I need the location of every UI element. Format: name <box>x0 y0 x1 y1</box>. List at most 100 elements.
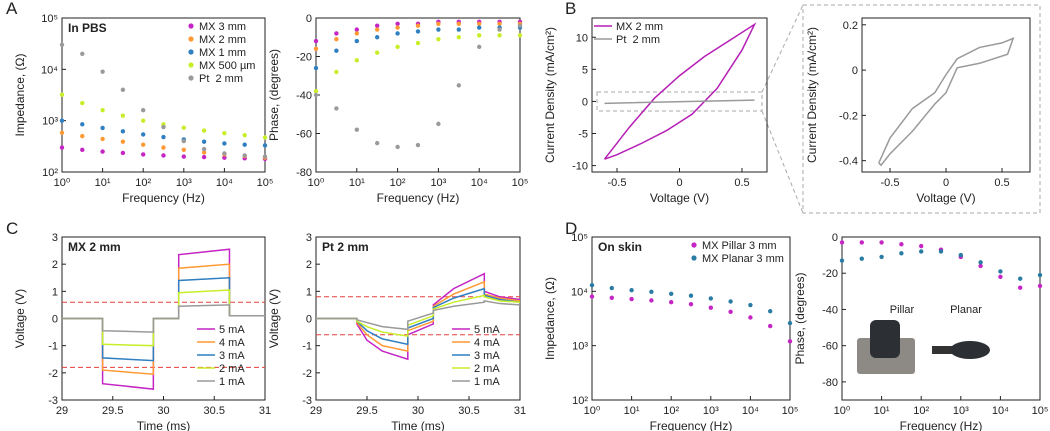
y-tick-label: 10 <box>576 32 588 44</box>
y-tick-label: 10³ <box>42 116 58 128</box>
y-tick-label: 1 <box>306 286 312 298</box>
data-point <box>415 29 421 34</box>
x-tick-label: 10¹ <box>624 405 640 417</box>
y-tick-label: 0 <box>852 65 858 77</box>
panel: 10⁰ 10¹ 10² 10³ 10⁴ 10⁵ -80 -60 -40 -20 0 Frequency… <box>793 232 1048 431</box>
data-point <box>374 50 380 55</box>
y-tick-label: -20 <box>822 268 838 280</box>
x-tick-label: 10¹ <box>95 177 111 189</box>
legend-label: 3 mA <box>219 350 245 362</box>
legend-marker <box>691 242 697 248</box>
legend-label: 2 mA <box>474 363 500 375</box>
data-point <box>100 136 105 142</box>
data-point <box>748 315 753 320</box>
pillar <box>870 320 900 358</box>
planar-lead <box>932 346 954 354</box>
data-point <box>262 143 268 148</box>
data-point <box>59 130 65 136</box>
data-point <box>768 323 773 329</box>
x-tick-label: 30.5 <box>458 405 479 417</box>
data-point <box>201 154 207 160</box>
data-point <box>141 152 146 157</box>
x-tick-label: 10⁰ <box>584 405 601 417</box>
panel: A 10⁰ 10¹ 10² 10³ 10⁴ 10⁵ 10² 10³ 10⁴ 10⁵ Frequency… <box>6 0 273 205</box>
data-point <box>222 155 227 160</box>
legend-label: MX 3 mm <box>199 21 246 33</box>
x-axis-label: Frequency (Hz) <box>122 191 205 205</box>
y-tick-label: -2 <box>302 368 312 380</box>
data-point <box>374 140 380 146</box>
legend-label: MX 2 mm <box>616 21 663 33</box>
data-point <box>609 295 614 301</box>
legend-label: MX 500 µm <box>199 60 255 72</box>
data-point <box>649 289 654 295</box>
y-tick-label: 0 <box>52 314 58 326</box>
data-point <box>161 145 166 150</box>
y-tick-label: 10⁴ <box>571 286 588 298</box>
data-point <box>456 83 461 88</box>
data-point <box>100 107 105 113</box>
data-point <box>415 40 421 46</box>
data-point <box>958 252 963 258</box>
legend-label: MX Planar 3 mm <box>702 253 784 265</box>
data-point <box>669 291 674 297</box>
y-tick-label: -0.4 <box>839 156 858 168</box>
x-tick-label: 10⁵ <box>782 405 799 417</box>
y-tick-label: 5 <box>582 64 588 76</box>
panel-letter: B <box>565 0 576 18</box>
data-point <box>354 127 359 132</box>
data-point <box>334 69 339 75</box>
y-axis-label: Current Density (mA/cm²) <box>543 27 557 163</box>
data-point <box>262 154 268 159</box>
data-point <box>59 92 65 97</box>
legend-label: 4 mA <box>474 337 500 349</box>
data-point <box>688 301 694 307</box>
data-point <box>1037 272 1043 278</box>
x-tick-label: 10² <box>135 177 151 189</box>
x-tick-label: 10⁴ <box>742 405 759 417</box>
y-tick-label: 0 <box>306 13 312 25</box>
x-tick-label: 31 <box>259 405 271 417</box>
data-point <box>80 122 85 127</box>
data-point <box>181 138 186 144</box>
x-tick-label: 0 <box>943 177 949 189</box>
data-point <box>477 21 482 26</box>
legend-label: MX 1 mm <box>199 47 246 59</box>
data-point <box>395 144 400 150</box>
x-tick-label: 29 <box>310 405 322 417</box>
data-point <box>517 33 523 38</box>
data-point <box>859 256 864 261</box>
data-point <box>456 27 461 32</box>
data-point <box>80 147 85 153</box>
y-tick-label: 2 <box>306 259 312 271</box>
data-point <box>374 35 380 40</box>
y-tick-label: 0 <box>582 96 588 108</box>
chart-title: On skin <box>598 240 642 254</box>
x-tick-label: 10⁵ <box>1032 405 1049 417</box>
panel: -0.5 0 0.5 -0.4 -0.2 0 0.2 Voltage (V) Current D… <box>805 17 1031 205</box>
data-point <box>1018 285 1023 290</box>
y-tick-label: 10⁵ <box>571 232 588 244</box>
zoom-region <box>596 91 763 112</box>
x-axis-label: Voltage (V) <box>650 191 709 205</box>
y-tick-label: 0.2 <box>843 20 858 32</box>
data-point <box>787 339 793 344</box>
data-point <box>688 293 694 298</box>
data-point <box>59 145 65 150</box>
y-tick-label: -80 <box>296 167 312 179</box>
data-point <box>374 27 380 32</box>
data-point <box>436 121 441 127</box>
data-point <box>141 142 146 147</box>
data-point <box>839 258 845 263</box>
data-point <box>919 243 924 249</box>
y-tick-label: -20 <box>296 52 312 64</box>
y-tick-label: 1 <box>52 286 58 298</box>
data-point <box>313 88 319 94</box>
data-point <box>313 92 319 98</box>
data-point <box>395 25 400 30</box>
data-point <box>589 282 595 288</box>
data-point <box>456 35 461 40</box>
panel-letter: C <box>6 219 18 238</box>
data-point <box>354 38 359 44</box>
